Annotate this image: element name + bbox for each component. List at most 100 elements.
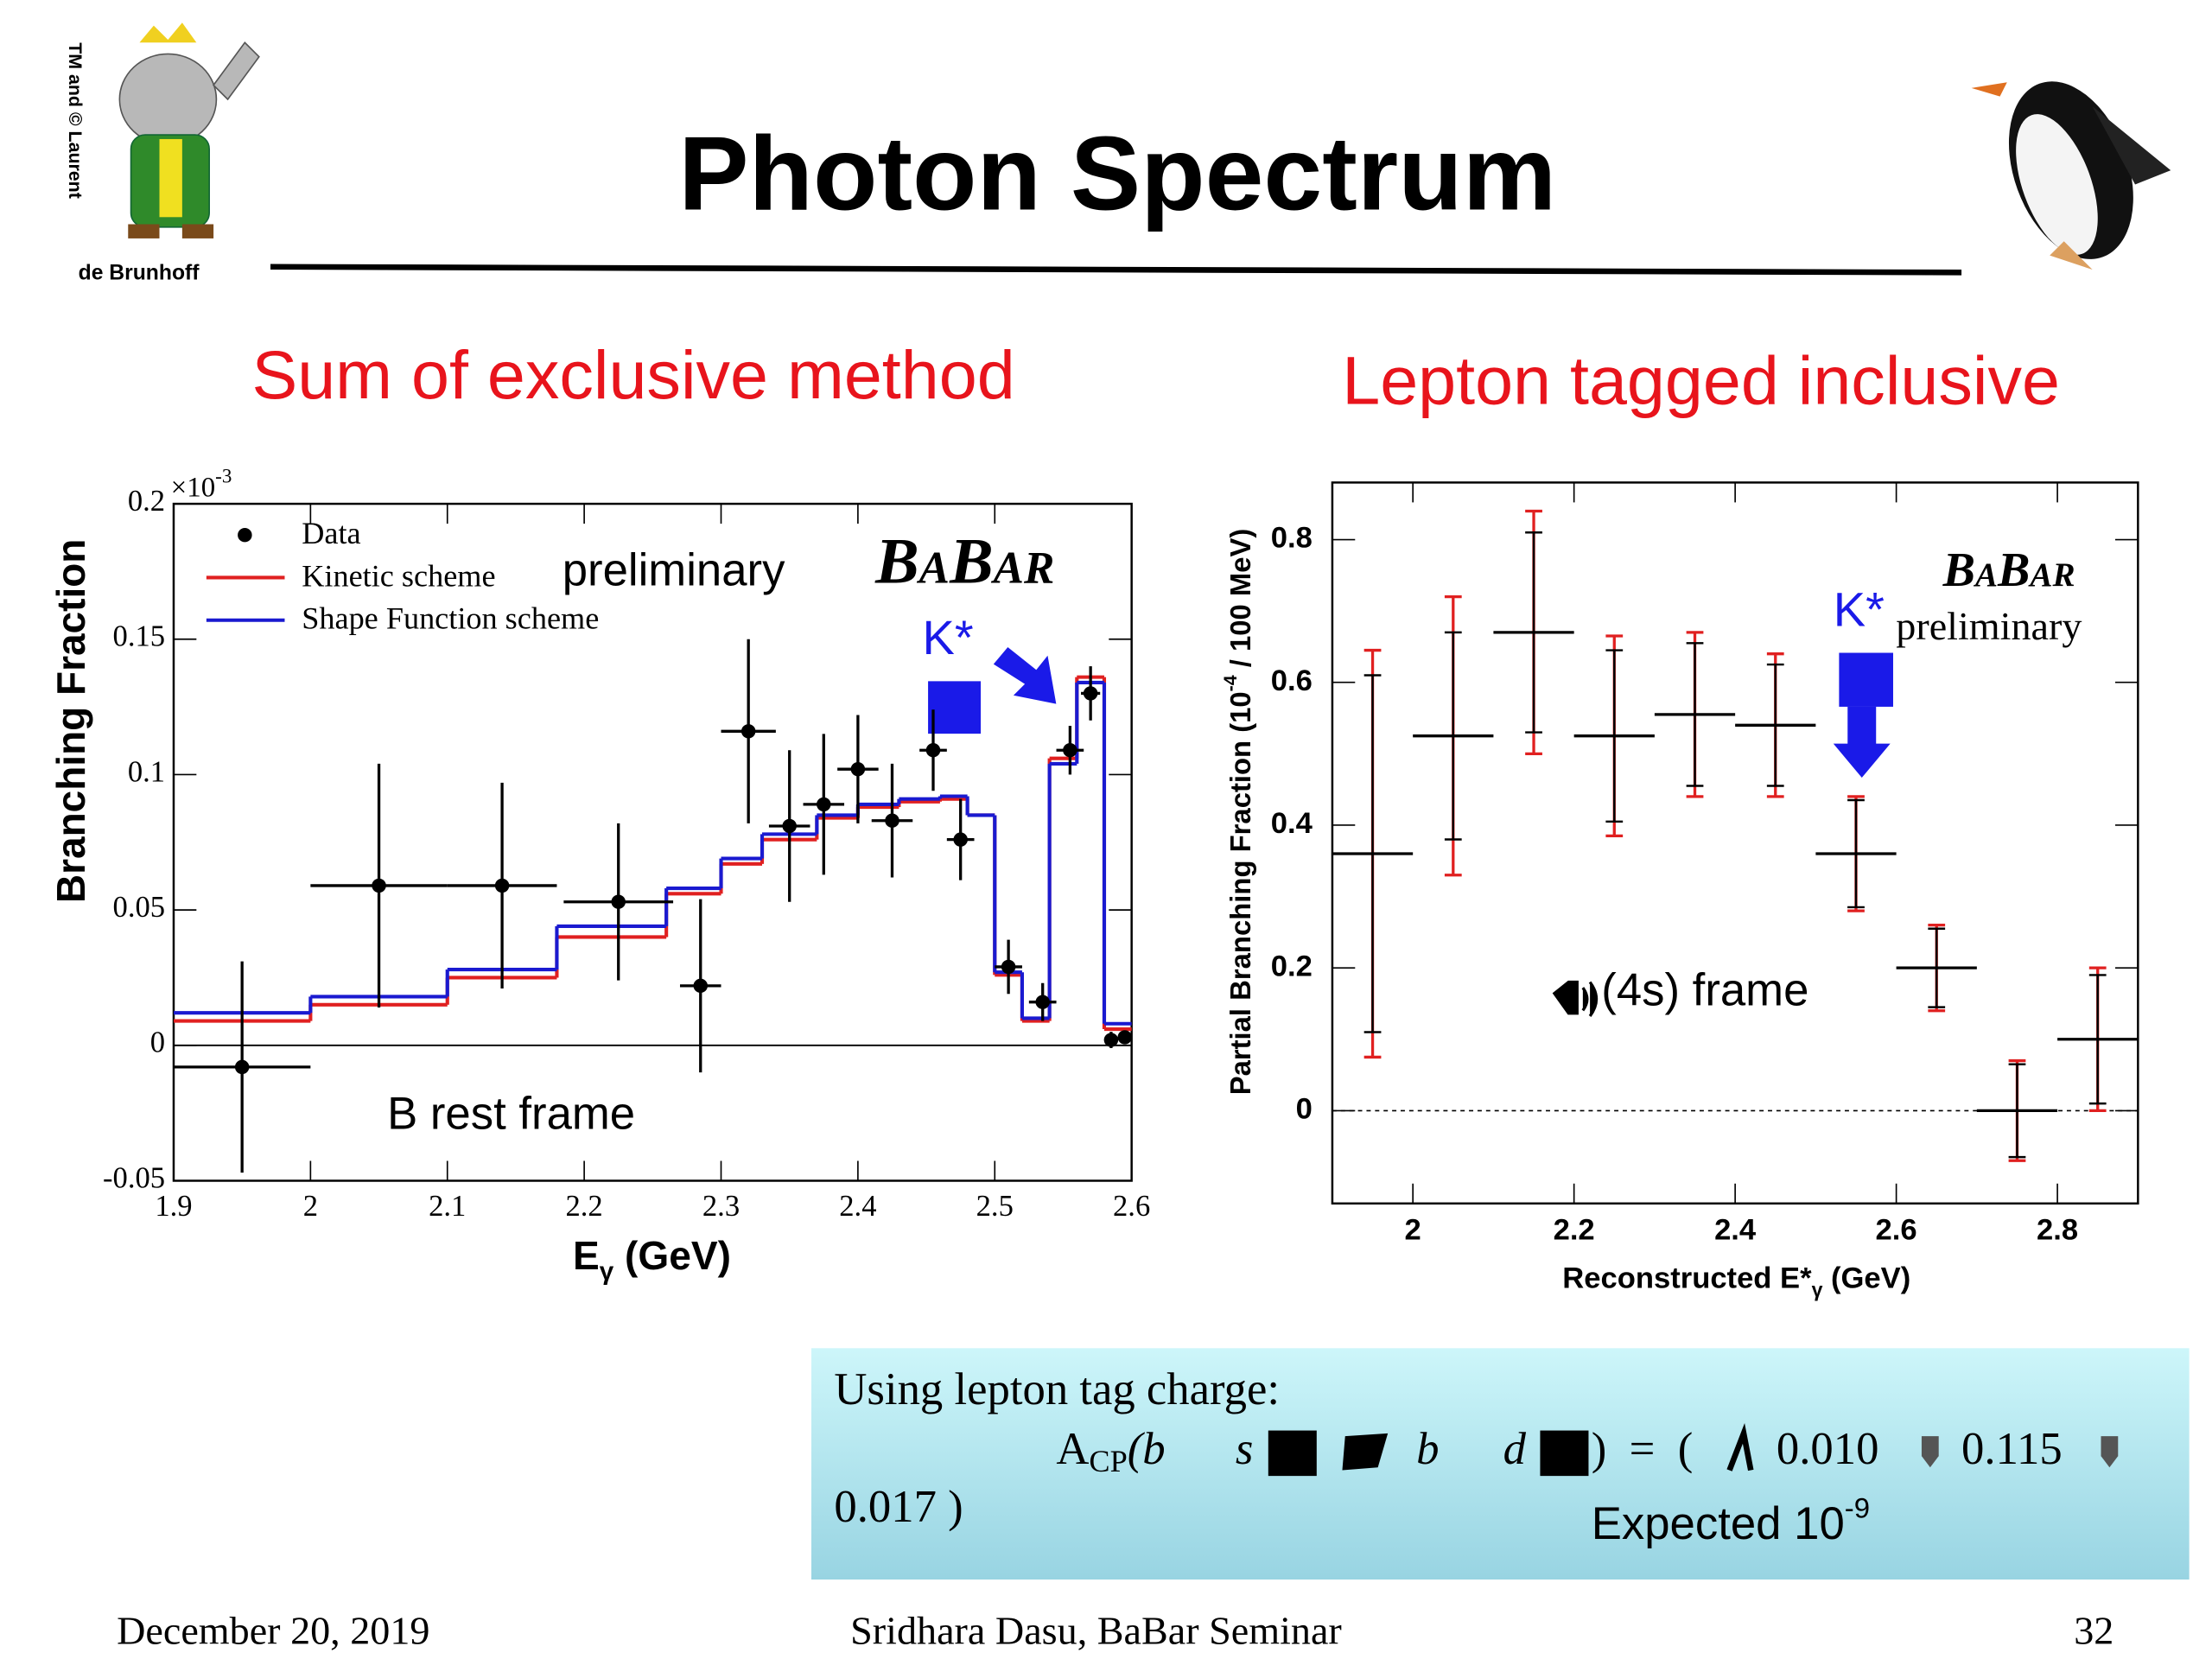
title-rule bbox=[270, 264, 1962, 276]
glyph bbox=[1552, 980, 1599, 1017]
footer-page: 32 bbox=[2074, 1609, 2113, 1653]
x-tick-label: 2.2 bbox=[1554, 1214, 1595, 1247]
data-point bbox=[782, 818, 797, 834]
formula-part: ) = ( bbox=[1592, 1424, 1694, 1474]
formula-part: d bbox=[1503, 1424, 1527, 1474]
x-label-sub: γ bbox=[1812, 1279, 1823, 1301]
x-tick-label: 2.5 bbox=[976, 1190, 1014, 1223]
data-point bbox=[925, 743, 941, 758]
expected-exp: -9 bbox=[1845, 1491, 1870, 1523]
y-tick-label: 0.2 bbox=[1271, 950, 1313, 982]
glyph-box bbox=[1540, 1430, 1589, 1477]
x-tick-label: 2.2 bbox=[566, 1190, 603, 1223]
glyph bbox=[1726, 1422, 1754, 1471]
elephant-logo bbox=[118, 22, 260, 238]
data-point bbox=[1063, 743, 1077, 758]
data-point bbox=[693, 978, 708, 994]
logo-text: de Brunhoff bbox=[79, 262, 200, 285]
expected-text: Expected 10 bbox=[1592, 1498, 1845, 1549]
babar-logo: BaBar bbox=[874, 525, 1054, 597]
y-label-exp: -4 bbox=[1220, 675, 1241, 691]
glyph bbox=[1342, 1433, 1389, 1471]
data-point bbox=[741, 724, 756, 739]
annotation: B rest frame bbox=[387, 1089, 635, 1140]
kstar-marker bbox=[928, 681, 982, 734]
y-axis-label: Partial Branching Fraction (10-4 / 100 M… bbox=[1220, 529, 1256, 1096]
formula-part: A bbox=[1056, 1424, 1089, 1474]
box-line: Using lepton tag charge: bbox=[834, 1364, 1280, 1414]
annotation: preliminary bbox=[563, 544, 785, 595]
glyph bbox=[1921, 1436, 1939, 1468]
plot-frame bbox=[172, 502, 1133, 1182]
result-box bbox=[810, 1348, 2190, 1580]
expected: Expected 10-9 bbox=[1592, 1491, 1870, 1549]
data-point bbox=[850, 761, 866, 777]
data-point bbox=[234, 1059, 250, 1075]
y-scale: ×10-3 bbox=[171, 465, 232, 503]
y-tick-label: 0.2 bbox=[128, 485, 165, 518]
annotation: K* bbox=[1834, 582, 1885, 636]
y-scale-base: ×10 bbox=[171, 472, 215, 503]
x-tick-label: 2.1 bbox=[429, 1190, 466, 1223]
x-tick-label: 2.6 bbox=[1113, 1190, 1150, 1223]
data-point bbox=[611, 894, 626, 909]
x-label-unit: (GeV) bbox=[613, 1233, 731, 1278]
data-point bbox=[1001, 959, 1016, 975]
glyph-box bbox=[1268, 1430, 1317, 1477]
data-point bbox=[817, 797, 831, 812]
data-point bbox=[1117, 1030, 1132, 1045]
formula: ACP(b bbox=[1056, 1424, 1165, 1478]
x-label-main: Reconstructed E* bbox=[1562, 1262, 1812, 1295]
formula-part: 0.115 bbox=[1961, 1424, 2063, 1474]
data-point bbox=[953, 832, 968, 847]
x-label-unit: (GeV) bbox=[1822, 1262, 1910, 1295]
left-heading: Sum of exclusive method bbox=[251, 337, 1014, 413]
kstar-marker bbox=[1839, 652, 1893, 707]
y-tick-label: 0 bbox=[1296, 1093, 1313, 1126]
box-line: 0.017 ) bbox=[834, 1482, 963, 1532]
formula-part: 0.010 bbox=[1777, 1424, 1879, 1474]
data-point bbox=[372, 878, 386, 893]
legend-label: Kinetic scheme bbox=[302, 558, 495, 593]
y-tick-label: 0.1 bbox=[128, 755, 165, 788]
data-point bbox=[1035, 995, 1050, 1009]
data-point bbox=[1083, 686, 1098, 701]
y-tick-label: 0.05 bbox=[113, 891, 166, 924]
footer-date: December 20, 2019 bbox=[117, 1609, 429, 1653]
arrow bbox=[993, 646, 1057, 704]
formula-part: b bbox=[1416, 1424, 1439, 1474]
legend-label: Data bbox=[302, 516, 360, 550]
data-point bbox=[494, 878, 510, 893]
x-tick-label: 2.3 bbox=[702, 1190, 740, 1223]
glyph bbox=[2101, 1436, 2119, 1468]
logo-text: TM and © Laurent bbox=[65, 42, 86, 199]
y-label-rest: / 100 MeV) bbox=[1224, 529, 1256, 676]
legend-marker bbox=[238, 527, 252, 543]
slide-title: Photon Spectrum bbox=[678, 115, 1556, 232]
data-point bbox=[885, 813, 899, 828]
x-tick-label: 2.4 bbox=[839, 1190, 876, 1223]
right-heading: Lepton tagged inclusive bbox=[1342, 343, 2060, 419]
annotation: K* bbox=[922, 610, 973, 664]
annotation: (4s) frame bbox=[1601, 965, 1808, 1016]
footer-author: Sridhara Dasu, BaBar Seminar bbox=[850, 1609, 1342, 1653]
x-tick-label: 1.9 bbox=[155, 1190, 192, 1223]
data-point bbox=[1103, 1033, 1119, 1047]
x-tick-label: 2 bbox=[1405, 1214, 1421, 1247]
y-tick-label: 0.15 bbox=[113, 620, 166, 653]
formula-part: CP bbox=[1089, 1444, 1127, 1478]
x-label-main: E bbox=[573, 1233, 600, 1278]
x-label-sub: γ bbox=[600, 1257, 614, 1286]
x-axis-label: Eγ (GeV) bbox=[573, 1233, 731, 1286]
y-label-main: Partial Branching Fraction (10 bbox=[1224, 691, 1256, 1095]
x-tick-label: 2.4 bbox=[1714, 1214, 1757, 1247]
formula-part: s bbox=[1236, 1424, 1254, 1474]
y-axis-label: Branching Fraction bbox=[48, 539, 93, 904]
penguin-image bbox=[1971, 81, 2171, 270]
y-tick-label: 0.4 bbox=[1271, 807, 1313, 840]
formula-part: (b bbox=[1128, 1424, 1166, 1474]
babar-logo: BaBar bbox=[1942, 543, 2075, 597]
legend-label: Shape Function scheme bbox=[302, 601, 599, 636]
